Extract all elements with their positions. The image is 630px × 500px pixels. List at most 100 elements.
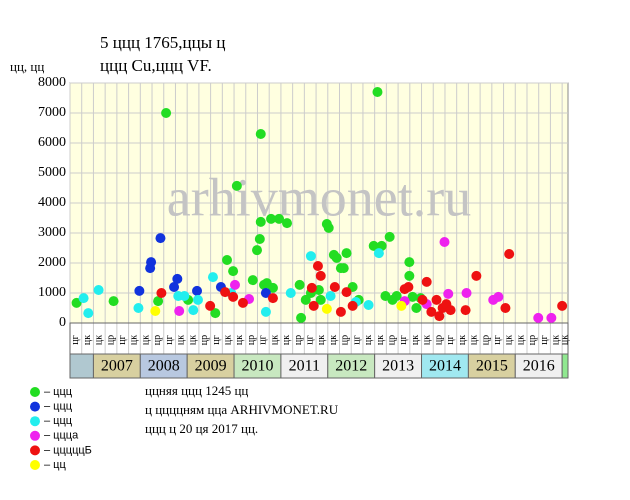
data-point: [153, 296, 164, 307]
data-point: [341, 287, 352, 298]
data-point: [391, 291, 402, 301]
data-point: [557, 300, 568, 311]
data-point: [533, 312, 544, 323]
x-tick-label: цг: [117, 335, 128, 344]
data-point: [300, 294, 311, 305]
year-label: 2007: [101, 358, 133, 375]
x-tick-label: цк: [328, 335, 339, 345]
x-tick-label: цк: [187, 335, 198, 345]
data-point: [325, 291, 336, 301]
data-point: [222, 255, 233, 265]
x-tick-label: цг: [445, 335, 456, 344]
x-tick-label: цг: [351, 335, 362, 344]
y-tick-label: 7000: [38, 105, 66, 120]
year-label: 2011: [289, 358, 320, 375]
legend-label: – цц: [44, 459, 66, 471]
data-point: [150, 306, 161, 316]
chart-subtitle: ццц Cu,ццц VF.: [100, 56, 212, 75]
data-point: [78, 293, 89, 304]
x-tick-label: цр: [246, 335, 257, 345]
x-tick-label: цк: [82, 335, 93, 345]
y-tick-label: 2000: [38, 255, 66, 270]
x-tick-label: цк: [559, 335, 570, 345]
y-tick-label: 4000: [38, 195, 66, 210]
data-point: [294, 279, 305, 290]
data-point: [229, 279, 240, 290]
x-tick-label: цр: [293, 335, 304, 345]
data-point: [411, 303, 422, 313]
legend-label: – ццц: [44, 386, 73, 398]
watermark: arhivmonet.ru: [167, 167, 471, 227]
data-point: [338, 263, 349, 274]
x-tick-label: цг: [539, 335, 550, 344]
x-tick-label: цк: [515, 335, 526, 345]
data-point: [282, 218, 293, 229]
legend-marker: [30, 401, 40, 412]
year-label: 2016: [523, 358, 555, 375]
axis-frame: [69, 322, 569, 379]
data-point: [155, 233, 166, 244]
year-label: 2015: [476, 358, 508, 375]
data-point: [315, 294, 326, 305]
y-tick-label: 3000: [38, 225, 66, 240]
y-tick-label: 0: [59, 315, 66, 330]
legend-marker: [30, 387, 40, 397]
data-point: [188, 305, 199, 316]
data-point: [306, 282, 317, 293]
x-tick-label: цк: [176, 335, 187, 345]
data-point: [285, 288, 296, 298]
data-point: [133, 303, 144, 313]
data-point: [434, 311, 445, 322]
data-point: [335, 306, 346, 317]
x-tick-label: цр: [340, 335, 351, 345]
data-point: [407, 291, 418, 302]
year-cell: [514, 353, 563, 379]
data-point: [207, 272, 218, 283]
x-tick-label: цк: [457, 335, 468, 345]
legend-label: – ццца: [44, 430, 79, 442]
x-tick-label: цк: [363, 335, 374, 345]
y-axis-label: цц, цц: [10, 59, 44, 74]
data-point: [228, 291, 239, 302]
data-point: [71, 297, 82, 308]
data-point: [179, 291, 190, 301]
data-point: [426, 306, 437, 317]
data-point: [431, 294, 442, 305]
year-cell: [280, 353, 329, 379]
x-tick-label: цк: [551, 335, 562, 345]
data-point: [384, 231, 395, 242]
data-point: [461, 288, 472, 298]
x-tick-label: цр: [105, 335, 116, 345]
data-point: [504, 249, 515, 259]
data-point: [146, 257, 157, 268]
data-point: [255, 216, 266, 227]
year-label: 2008: [148, 358, 180, 375]
x-tick-label: цк: [469, 335, 480, 345]
year-cell: [327, 353, 376, 379]
data-point: [323, 222, 334, 233]
data-point: [460, 305, 471, 316]
data-point: [174, 306, 185, 316]
data-point: [228, 266, 239, 277]
data-point: [546, 312, 557, 323]
year-label: 2009: [195, 358, 227, 375]
legend-label: – цццццБ: [44, 444, 92, 456]
data-point: [266, 213, 277, 224]
data-point: [210, 308, 221, 319]
year-cell: [233, 353, 282, 379]
data-point: [373, 248, 384, 259]
x-tick-label: цр: [387, 335, 398, 345]
x-tick-label: цк: [316, 335, 327, 345]
x-tick-label: цк: [375, 335, 386, 345]
data-point: [331, 252, 342, 263]
data-point: [363, 300, 374, 310]
data-point: [134, 285, 145, 296]
data-point: [315, 270, 326, 281]
year-cell: [139, 353, 188, 379]
year-label: 2010: [241, 358, 273, 375]
y-tick-label: 5000: [38, 165, 66, 180]
data-point: [254, 234, 265, 244]
data-point: [156, 288, 167, 298]
x-tick-label: цк: [410, 335, 421, 345]
